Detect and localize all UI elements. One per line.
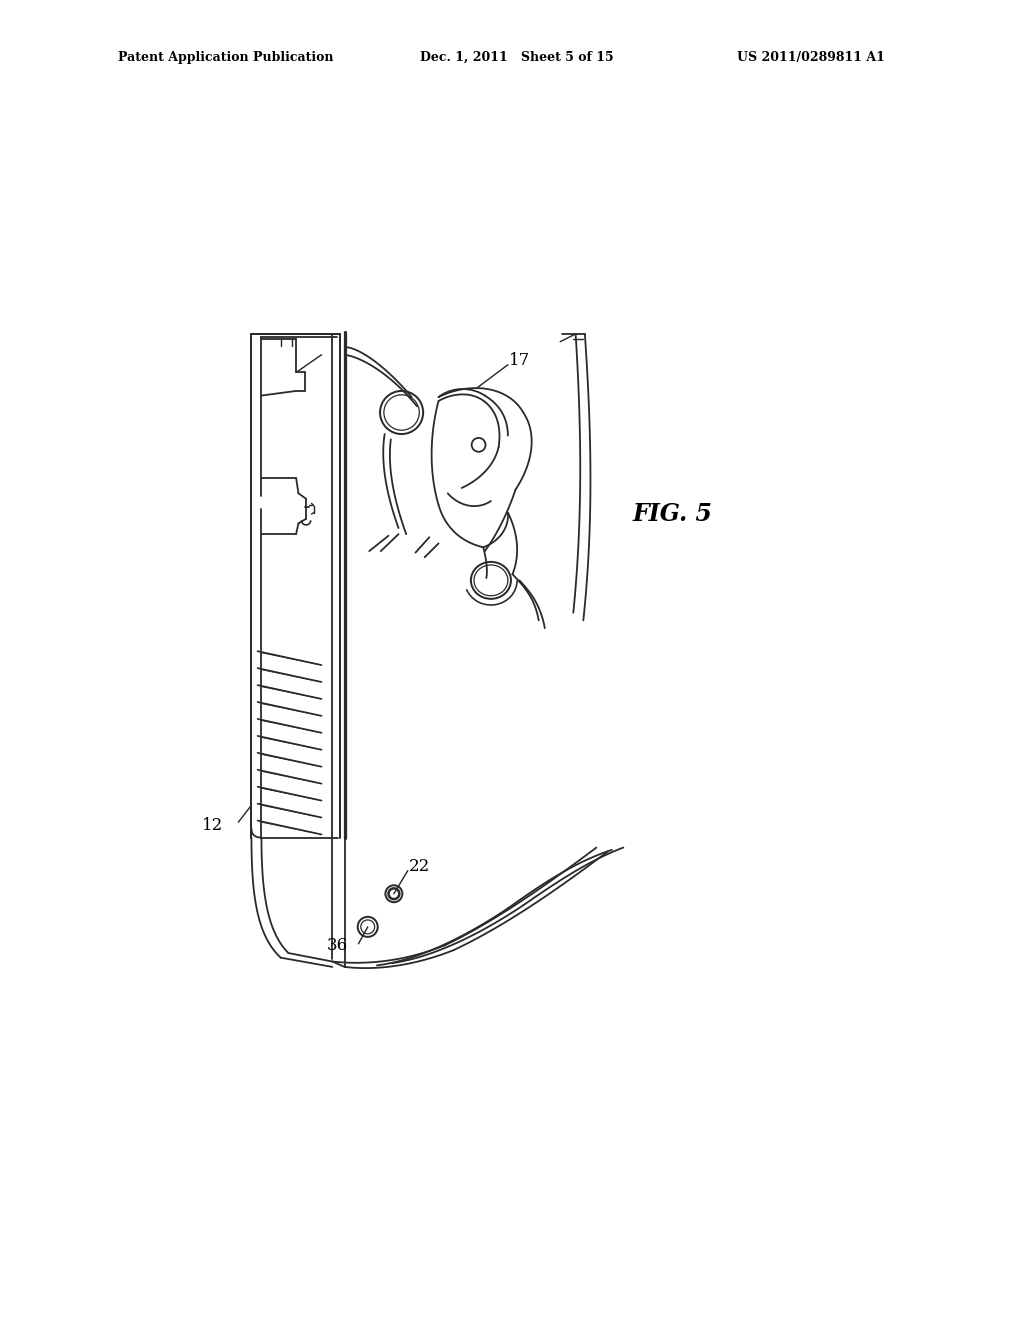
Text: 22: 22 (410, 858, 430, 875)
Text: 12: 12 (202, 817, 223, 834)
Text: Dec. 1, 2011   Sheet 5 of 15: Dec. 1, 2011 Sheet 5 of 15 (420, 50, 613, 63)
Text: 36: 36 (327, 937, 348, 954)
Text: 17: 17 (509, 351, 530, 368)
Text: FIG. 5: FIG. 5 (633, 502, 713, 527)
Text: US 2011/0289811 A1: US 2011/0289811 A1 (737, 50, 885, 63)
Text: Patent Application Publication: Patent Application Publication (118, 50, 333, 63)
